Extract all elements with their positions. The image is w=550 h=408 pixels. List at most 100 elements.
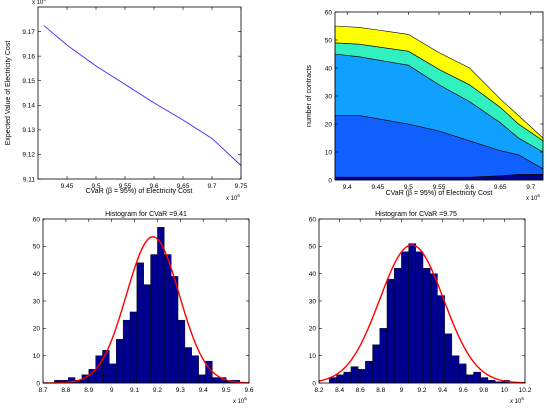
- histogram-3-xtick-label-0: 8.2: [314, 387, 323, 394]
- line-chart-marks: [43, 25, 242, 166]
- histogram-3-ytick-label-6: 60: [309, 216, 317, 223]
- line-chart-ytick-label-3: 9.14: [22, 103, 35, 110]
- histogram-2-xtick-label-1: 8.8: [61, 387, 70, 394]
- histogram-bar-21: [480, 377, 489, 384]
- line-chart-xtick-label-1: 9.5: [91, 183, 100, 190]
- histogram-2-xtick-label-8: 9.5: [222, 387, 231, 394]
- area-chart-xtick-label-2: 9.5: [404, 184, 413, 191]
- normal-fit-curve: [318, 244, 526, 384]
- histogram-bar-6: [95, 355, 103, 384]
- line-chart-xtick-label-3: 9.6: [149, 183, 158, 190]
- histogram-3-ytick-label-5: 50: [309, 244, 317, 251]
- histogram-3-ytick-label-4: 40: [309, 271, 317, 278]
- histogram-bar-6: [372, 344, 380, 384]
- histogram-975-title: Histogram for CVaR =9.75: [375, 211, 457, 218]
- histogram-bar-9: [116, 339, 124, 384]
- histogram-975-ticks: 8.2 8.4 8.6 8.8 9 9.2 9.4 9.6 9.8 10 10.2 0 10 20 30 40…: [309, 216, 532, 394]
- histogram-2-xtick-label-9: 9.6: [244, 387, 253, 394]
- histogram-2-xtick-label-3: 9: [110, 387, 114, 394]
- histogram-bar-18: [458, 363, 467, 384]
- area-chart-xtick-label-3: 9.55: [433, 184, 446, 191]
- line-chart-frame: [37, 6, 242, 180]
- histogram-941-panel: Histogram for CVaR =9.41 8.7 8.8 8.9 9 9.1 9.…: [33, 211, 254, 405]
- histogram-bar-20: [191, 355, 199, 384]
- line-chart-xtick-label-4: 9.65: [177, 183, 190, 190]
- histogram-2-xtick-label-0: 8.7: [38, 387, 47, 394]
- histogram-bar-11: [129, 311, 138, 384]
- area-chart-ytick-label-4: 40: [325, 65, 333, 72]
- histogram-bar-18: [177, 319, 186, 384]
- histogram-3-ytick-label-2: 20: [309, 326, 317, 333]
- line-chart-xtick-label-5: 9.7: [207, 183, 216, 190]
- line-chart-x-multiplier: x 106: [226, 193, 240, 202]
- histogram-3-xtick-label-1: 8.4: [335, 387, 344, 394]
- area-chart-x-multiplier: x 106: [526, 193, 540, 202]
- area-chart-xlabel: CVaR (β = 95%) of Electricity Cost: [386, 190, 493, 197]
- histogram-2-ytick-label-3: 30: [33, 298, 41, 305]
- histogram-bar-16: [164, 254, 172, 384]
- area-chart-ytick-label-5: 50: [325, 37, 333, 44]
- histogram-bar-9: [393, 268, 402, 384]
- histogram-bar-5: [365, 360, 373, 384]
- histogram-3-xtick-label-3: 8.8: [376, 387, 385, 394]
- histogram-bar-15: [157, 226, 165, 384]
- area-chart-ytick-label-0: 0: [328, 177, 332, 184]
- histogram-3-xtick-label-8: 9.8: [479, 387, 488, 394]
- histogram-bar-10: [401, 251, 409, 384]
- histogram-3-xtick-label-4: 9: [400, 387, 404, 394]
- line-chart-xtick-label-6: 9.75: [235, 183, 248, 190]
- area-chart-xtick-label-1: 9.45: [371, 184, 384, 191]
- area-chart-ylabel: number of contracts: [306, 65, 313, 127]
- line-chart-ytick-label-2: 9.13: [22, 127, 35, 134]
- histogram-bar-23: [212, 377, 220, 384]
- histogram-bar-21: [198, 374, 206, 384]
- histogram-bar-15: [437, 295, 445, 384]
- histogram-3-xtick-label-9: 10: [501, 387, 509, 394]
- histogram-2-xtick-label-6: 9.3: [176, 387, 185, 394]
- histogram-2-ytick-label-2: 20: [33, 326, 41, 333]
- histogram-bar-14: [150, 254, 158, 384]
- histogram-bar-19: [184, 347, 192, 384]
- histogram-3-ytick-label-3: 30: [309, 298, 317, 305]
- histogram-2-ytick-label-0: 0: [36, 380, 40, 387]
- area-chart-ytick-label-2: 20: [325, 121, 333, 128]
- histogram-941-title: Histogram for CVaR =9.41: [105, 211, 187, 218]
- histogram-bar-3: [350, 366, 359, 384]
- area-chart-panel: 9.4 9.45 9.5 9.55 9.6 9.65 9.7 0 10 20 30 40 50 60 CV…: [306, 9, 544, 202]
- area-chart-xtick-label-6: 9.7: [526, 184, 535, 191]
- line-chart-ytick-label-5: 9.16: [22, 53, 35, 60]
- histogram-bar-7: [379, 328, 388, 384]
- histogram-bar-17: [170, 276, 179, 384]
- histogram-941-x-multiplier: x 106: [233, 396, 247, 405]
- histogram-bar-16: [444, 333, 453, 384]
- histogram-bar-2: [343, 371, 352, 384]
- histogram-bar-1: [336, 374, 344, 384]
- histogram-2-ytick-label-5: 50: [33, 244, 41, 251]
- line-chart-ytick-label-1: 9.12: [22, 152, 35, 159]
- histogram-3-xtick-label-5: 9.2: [417, 387, 426, 394]
- line-chart-ytick-label-0: 9.11: [23, 176, 36, 183]
- line-chart-ytick-label-6: 9.17: [22, 29, 35, 36]
- histogram-bar-13: [422, 268, 431, 384]
- histogram-bar-12: [136, 262, 144, 384]
- histogram-bar-12: [415, 251, 424, 384]
- area-chart-xtick-label-4: 9.6: [465, 184, 474, 191]
- histogram-bar-13: [143, 284, 151, 384]
- histogram-3-xtick-label-2: 8.6: [356, 387, 365, 394]
- expected-value-line: [43, 25, 242, 166]
- histogram-bar-11: [408, 243, 417, 384]
- histogram-bar-19: [466, 374, 474, 384]
- histogram-bar-5: [88, 369, 96, 384]
- area-chart-ytick-label-6: 60: [325, 9, 333, 16]
- histogram-bar-8: [109, 363, 117, 384]
- histogram-bar-8: [386, 278, 395, 384]
- line-chart-xtick-label-2: 9.55: [119, 183, 132, 190]
- area-chart-ytick-label-1: 10: [325, 149, 333, 156]
- histogram-2-xtick-label-4: 9.1: [130, 387, 139, 394]
- line-chart-y-multiplier: x 106: [32, 0, 46, 6]
- area-chart-xtick-label-0: 9.4: [343, 184, 352, 191]
- area-chart-ticks: 9.4 9.45 9.5 9.55 9.6 9.65 9.7 0 10 20 30 40 50 60: [325, 9, 543, 191]
- area-chart-ytick-label-3: 30: [325, 93, 333, 100]
